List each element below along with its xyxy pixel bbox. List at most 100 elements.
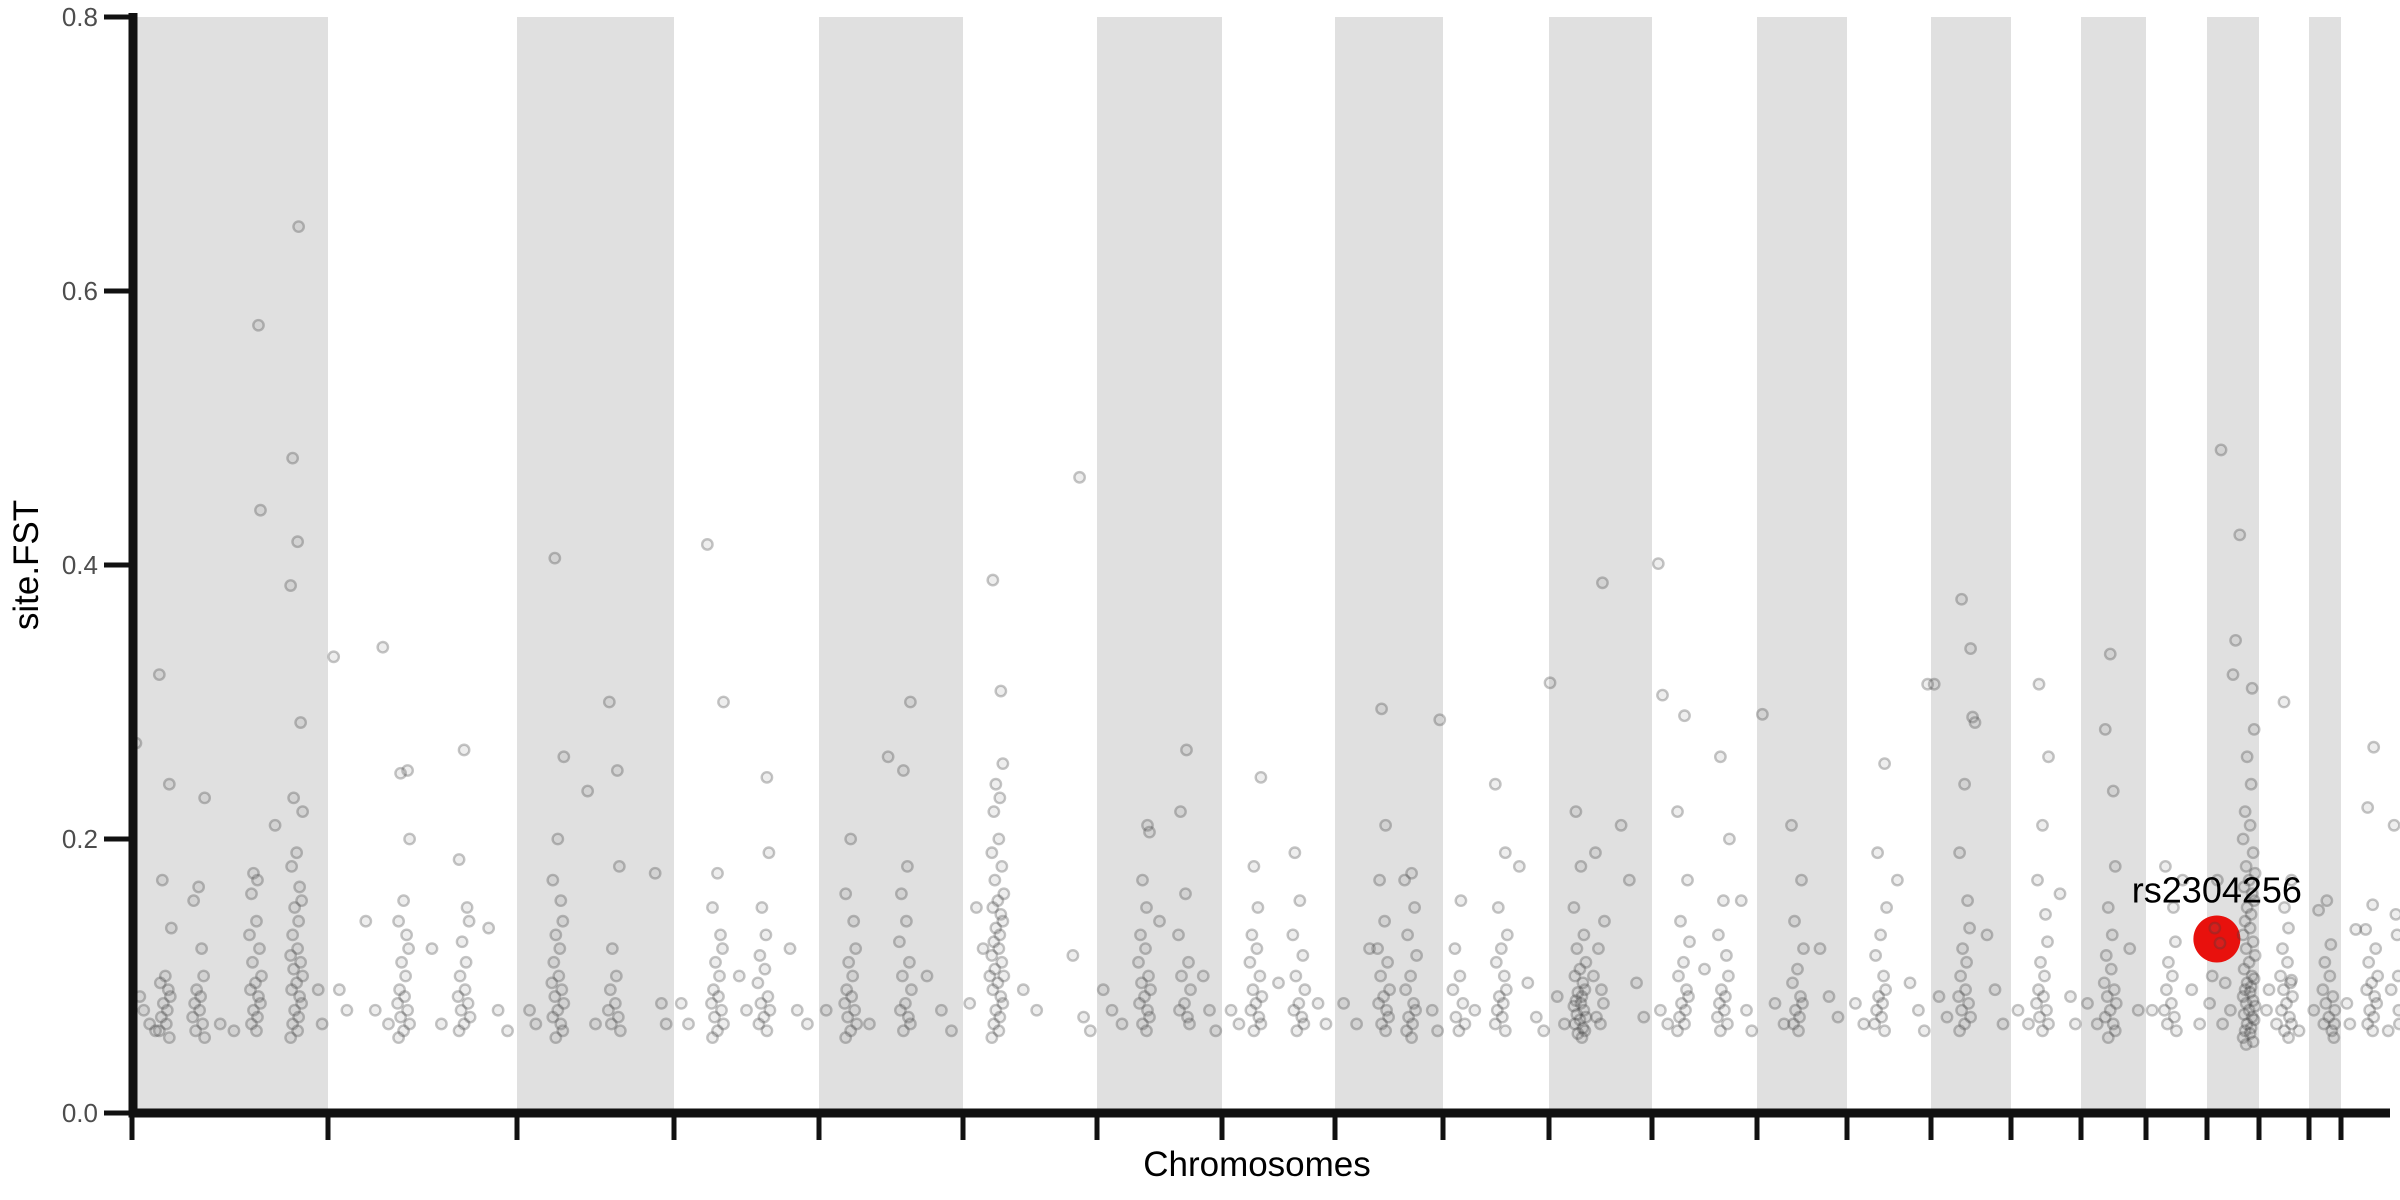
scatter-point xyxy=(589,1017,602,1031)
scatter-point xyxy=(581,784,595,798)
scatter-point xyxy=(801,1017,814,1031)
scatter-point xyxy=(2245,681,2259,695)
scatter-point xyxy=(268,818,282,832)
scatter-point xyxy=(457,1017,471,1031)
scatter-point xyxy=(2245,1010,2259,1024)
scatter-point xyxy=(327,650,341,664)
scatter-point xyxy=(2326,990,2340,1003)
scatter-point xyxy=(2106,784,2120,798)
scatter-point xyxy=(2392,1003,2400,1017)
scatter-point xyxy=(996,997,1010,1010)
scatter-point xyxy=(2280,997,2293,1010)
scatter-point xyxy=(1877,969,1891,983)
scatter-point xyxy=(332,983,346,997)
scatter-point xyxy=(2238,805,2252,818)
scatter-point xyxy=(2238,914,2252,928)
scatter-point xyxy=(463,1010,477,1024)
scatter-point xyxy=(1488,777,1502,791)
scatter-point xyxy=(1492,990,1506,1003)
scatter-point xyxy=(2167,1010,2181,1024)
scatter-point xyxy=(1871,846,1885,860)
scatter-point xyxy=(2214,443,2228,457)
scatter-point xyxy=(2246,994,2260,1008)
scatter-point xyxy=(2285,1017,2298,1031)
scatter-point xyxy=(1785,818,1798,832)
scatter-point xyxy=(1857,1017,1871,1031)
scatter-point xyxy=(2371,969,2385,983)
scatter-point xyxy=(1399,983,1413,997)
scatter-point xyxy=(842,955,856,969)
scatter-point xyxy=(292,1010,306,1024)
scatter-point xyxy=(601,1003,615,1017)
scatter-point xyxy=(1573,962,1587,976)
scatter-point xyxy=(2390,928,2400,942)
scatter-point xyxy=(1311,997,1325,1010)
scatter-point xyxy=(844,1024,858,1038)
scatter-point xyxy=(2384,983,2398,997)
scatter-point xyxy=(1880,901,1894,914)
scatter-point xyxy=(1448,942,1462,955)
scatter-point xyxy=(1289,969,1303,983)
scatter-point xyxy=(996,914,1010,928)
scatter-point xyxy=(1673,1010,1686,1024)
scatter-point xyxy=(839,887,853,901)
scatter-point xyxy=(1380,1003,1394,1017)
scatter-point xyxy=(2328,1003,2342,1017)
scatter-point xyxy=(1133,997,1146,1010)
scatter-point xyxy=(2284,976,2297,990)
scatter-point xyxy=(249,976,262,990)
scatter-point xyxy=(245,1017,258,1031)
scatter-point xyxy=(2081,997,2094,1010)
scatter-point xyxy=(2285,973,2298,987)
scatter-point xyxy=(709,955,722,969)
scatter-point xyxy=(198,791,212,805)
scatter-point xyxy=(2323,969,2337,983)
scatter-point xyxy=(359,914,373,928)
scatter-point xyxy=(391,997,404,1010)
scatter-point xyxy=(244,983,257,997)
scatter-point xyxy=(2022,1017,2035,1031)
scatter-point xyxy=(1405,1031,1419,1045)
scatter-point xyxy=(993,791,1007,805)
scatter-point xyxy=(2319,997,2333,1010)
scatter-point xyxy=(1574,860,1588,873)
scatter-point xyxy=(986,983,1000,997)
scatter-point xyxy=(1383,983,1397,997)
scatter-point xyxy=(2106,1017,2120,1031)
scatter-point xyxy=(1721,1017,1734,1031)
scatter-point xyxy=(555,983,569,997)
scatter-point xyxy=(2245,969,2259,983)
scatter-point xyxy=(1247,860,1261,873)
scatter-point xyxy=(2247,894,2261,908)
scatter-point xyxy=(1656,688,1669,702)
scatter-point xyxy=(901,860,914,873)
scatter-point xyxy=(1578,1024,1592,1038)
scatter-point xyxy=(2274,969,2287,983)
scatter-point xyxy=(1173,1003,1186,1017)
scatter-point xyxy=(1458,1017,1472,1031)
scatter-point xyxy=(2316,983,2330,997)
scatter-point xyxy=(198,1031,212,1045)
scatter-point xyxy=(2277,983,2290,997)
scatter-point xyxy=(1793,1010,1806,1024)
scatter-point xyxy=(457,743,471,757)
scatter-point xyxy=(1497,969,1511,983)
scatter-point xyxy=(1498,1024,1512,1038)
scatter-point xyxy=(285,860,299,873)
scatter-point xyxy=(2205,969,2219,983)
scatter-point xyxy=(285,983,299,997)
scatter-point xyxy=(2245,887,2259,901)
scatter-point xyxy=(1595,983,1608,997)
y-tick-label: 0.8 xyxy=(62,2,98,32)
scatter-point xyxy=(250,914,263,928)
scatter-point xyxy=(1468,1003,1482,1017)
scatter-point xyxy=(1927,677,1941,691)
scatter-point xyxy=(1568,1017,1582,1031)
scatter-point xyxy=(905,983,918,997)
scatter-point xyxy=(1521,976,1535,990)
scatter-point xyxy=(286,1017,300,1031)
scatter-point xyxy=(392,1031,405,1045)
scatter-point xyxy=(1964,1010,1978,1024)
scatter-point xyxy=(985,949,999,962)
scatter-point xyxy=(461,997,475,1010)
